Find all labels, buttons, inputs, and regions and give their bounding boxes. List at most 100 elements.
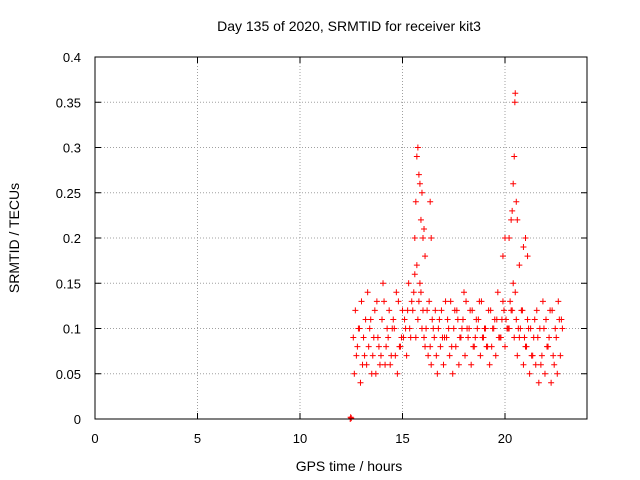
chart-title: Day 135 of 2020, SRMTID for receiver kit…: [217, 18, 481, 34]
x-tick-label: 5: [194, 431, 201, 446]
data-point: [418, 189, 425, 196]
data-point: [447, 298, 454, 305]
x-tick-label: 15: [395, 431, 409, 446]
data-point: [421, 334, 428, 341]
x-tick-label: 0: [91, 431, 98, 446]
data-point: [472, 334, 479, 341]
data-point: [468, 361, 475, 368]
data-point: [390, 316, 397, 323]
data-point: [354, 343, 361, 350]
data-point: [511, 334, 518, 341]
data-point: [512, 289, 519, 296]
data-point: [537, 361, 544, 368]
data-point: [427, 198, 434, 205]
data-point: [404, 307, 411, 314]
data-point: [499, 298, 506, 305]
data-point: [514, 216, 521, 223]
data-point: [411, 271, 418, 278]
data-point: [413, 153, 420, 160]
data-point: [407, 334, 414, 341]
data-point: [394, 370, 401, 377]
data-point: [452, 343, 459, 350]
data-point: [427, 343, 434, 350]
data-point: [449, 370, 456, 377]
data-point: [513, 316, 520, 323]
data-point: [499, 253, 506, 260]
data-point: [463, 298, 470, 305]
data-point: [477, 352, 484, 359]
data-point: [521, 334, 528, 341]
data-point: [361, 352, 368, 359]
data-point: [475, 316, 482, 323]
data-point: [381, 298, 388, 305]
data-point: [511, 153, 518, 160]
data-point: [506, 325, 513, 332]
data-point: [416, 180, 423, 187]
data-point: [500, 307, 507, 314]
data-point: [552, 325, 559, 332]
data-point: [462, 352, 469, 359]
data-point: [380, 280, 387, 287]
data-point: [548, 379, 555, 386]
y-tick-label: 0.3: [63, 141, 81, 156]
data-point: [506, 235, 513, 241]
data-point: [412, 334, 419, 341]
data-point: [375, 343, 382, 350]
data-point: [377, 352, 384, 359]
data-point: [454, 316, 461, 323]
data-point: [509, 307, 516, 314]
data-point: [465, 334, 472, 341]
data-point: [432, 307, 439, 314]
data-point: [474, 325, 481, 332]
data-point: [484, 343, 491, 350]
y-tick-label: 0.4: [63, 50, 81, 65]
data-point: [459, 316, 466, 323]
data-point: [437, 343, 444, 350]
data-point: [551, 361, 558, 368]
data-point: [520, 244, 527, 251]
data-point: [493, 316, 500, 323]
data-point: [492, 352, 499, 359]
data-point: [416, 280, 423, 287]
data-point: [554, 370, 561, 377]
data-point: [428, 361, 435, 368]
data-point: [367, 316, 374, 323]
data-point: [417, 216, 424, 223]
data-point: [412, 198, 419, 205]
data-point: [399, 307, 406, 314]
data-point: [382, 361, 389, 368]
y-tick-label: 0.05: [56, 367, 81, 382]
data-point: [389, 325, 396, 332]
data-point: [379, 316, 385, 323]
data-point: [545, 343, 552, 350]
data-point: [371, 307, 378, 314]
data-point: [398, 334, 405, 341]
data-point: [355, 325, 362, 332]
data-point: [414, 316, 421, 323]
data-point: [372, 370, 379, 377]
data-point: [364, 289, 371, 296]
data-point: [536, 325, 543, 332]
data-point: [414, 144, 421, 151]
x-tick-label: 10: [293, 431, 307, 446]
data-point: [421, 225, 428, 232]
data-point: [486, 361, 493, 368]
data-point: [401, 316, 408, 323]
data-point: [522, 235, 529, 241]
x-tick-label: 20: [498, 431, 512, 446]
data-point: [351, 370, 358, 377]
data-point: [531, 316, 538, 323]
data-point: [471, 343, 478, 350]
data-point: [530, 334, 537, 341]
data-point: [538, 352, 545, 359]
data-point: [466, 325, 473, 332]
data-point: [442, 298, 449, 305]
data-point: [446, 352, 453, 359]
data-point: [405, 280, 412, 287]
data-point: [411, 235, 418, 241]
data-point: [532, 361, 539, 368]
data-point: [553, 334, 560, 341]
data-point: [370, 334, 377, 341]
data-point: [515, 325, 522, 332]
